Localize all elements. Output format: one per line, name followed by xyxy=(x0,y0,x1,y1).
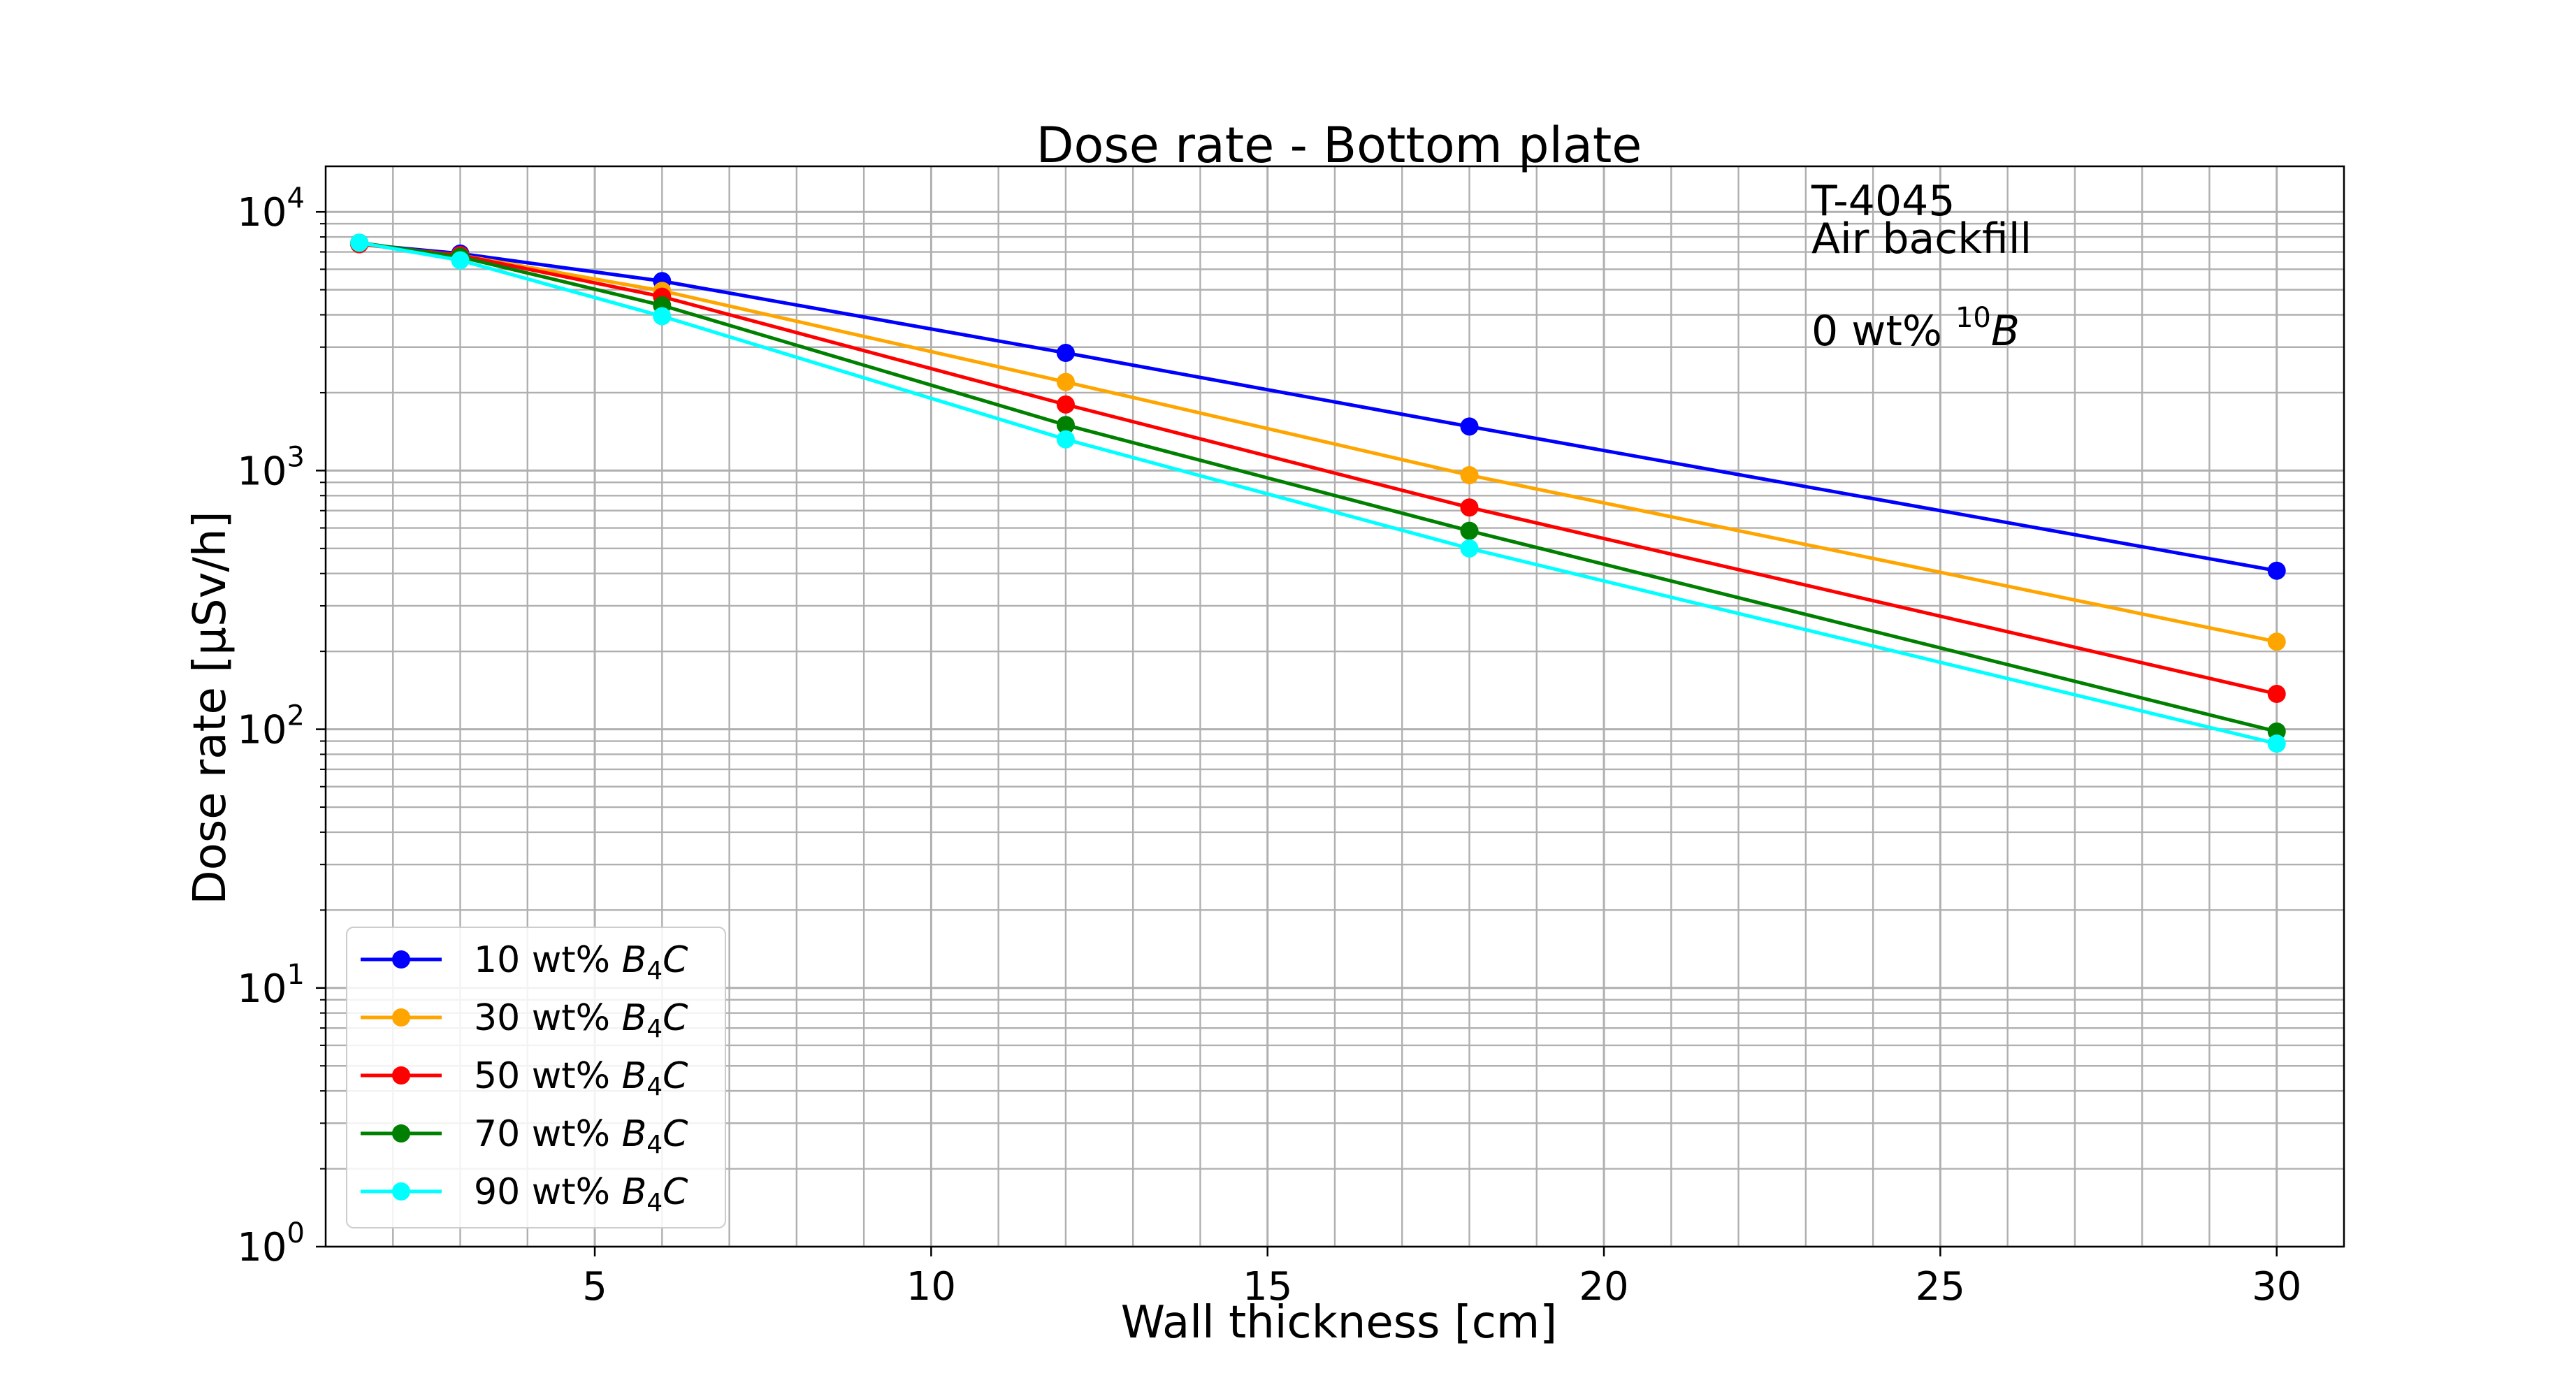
y-tick-label-exponent: 3 xyxy=(287,441,305,473)
x-axis-label: Wall thickness [cm] xyxy=(1121,1297,1557,1349)
x-tick-label: 5 xyxy=(582,1264,607,1310)
y-axis-label: Dose rate [μSv/h] xyxy=(184,511,236,904)
series-lines xyxy=(350,233,2286,753)
annotation-block: T-4045 Air backfill 0 wt% 10B xyxy=(1811,177,2032,356)
chart-title: Dose rate - Bottom plate xyxy=(1036,117,1642,174)
data-point xyxy=(2267,561,2286,580)
data-point xyxy=(1056,416,1075,435)
x-tick-label: 20 xyxy=(1579,1264,1628,1310)
legend-label-subscript: 4 xyxy=(646,1015,663,1043)
data-point xyxy=(1056,372,1075,391)
y-tick-label-exponent: 1 xyxy=(287,959,305,991)
legend-label-prefix: 30 wt% xyxy=(474,997,622,1039)
legend-marker xyxy=(392,1008,410,1027)
plot-area-frame xyxy=(324,165,2345,1248)
legend-label-subscript: 4 xyxy=(646,1189,663,1217)
data-point xyxy=(1056,395,1075,414)
legend-box xyxy=(346,927,726,1228)
x-tick-label: 30 xyxy=(2252,1264,2301,1310)
legend-label-b: B xyxy=(622,1055,647,1097)
legend-label: 50 wt% B4C xyxy=(474,1055,688,1101)
legend-marker xyxy=(392,1124,410,1143)
legend-label-b: B xyxy=(622,939,647,981)
data-point xyxy=(350,233,369,252)
legend-label: 70 wt% B4C xyxy=(474,1113,688,1159)
y-tick-label-base: 10 xyxy=(237,449,287,494)
x-tick-label: 10 xyxy=(906,1264,956,1310)
y-tick-label-base: 10 xyxy=(237,190,287,235)
data-point xyxy=(2267,684,2286,703)
y-tick-label-exponent: 0 xyxy=(287,1217,305,1249)
legend-label-c: C xyxy=(663,939,688,981)
x-tick-label: 15 xyxy=(1243,1264,1292,1310)
legend-label-c: C xyxy=(663,997,688,1039)
legend-marker xyxy=(392,950,410,969)
y-tick-label: 100 xyxy=(237,1217,305,1270)
series-line xyxy=(359,240,2278,746)
y-tick-label: 102 xyxy=(237,700,305,753)
annotation-line-3-prefix: 0 wt% xyxy=(1811,307,1955,356)
data-point xyxy=(653,307,672,326)
legend-label-subscript: 4 xyxy=(646,957,663,985)
legend-label-b: B xyxy=(622,1171,647,1213)
legend-label-b: B xyxy=(622,1113,647,1155)
legend-label-c: C xyxy=(663,1055,688,1097)
data-point xyxy=(1056,344,1075,363)
legend-label-prefix: 50 wt% xyxy=(474,1055,622,1097)
y-tick-label: 101 xyxy=(237,959,305,1012)
legend-label-prefix: 70 wt% xyxy=(474,1113,622,1155)
data-point xyxy=(451,251,470,270)
legend-label-c: C xyxy=(663,1171,688,1213)
legend-label-c: C xyxy=(663,1113,688,1155)
y-tick-label-base: 10 xyxy=(237,1225,287,1270)
y-tick-label: 103 xyxy=(237,441,305,494)
legend-label-prefix: 10 wt% xyxy=(474,939,622,981)
y-tick-label-exponent: 4 xyxy=(287,182,305,215)
annotation-line-3-superscript: 10 xyxy=(1955,302,1991,334)
x-tick-label: 25 xyxy=(1916,1264,1965,1310)
data-point xyxy=(1460,498,1479,517)
legend-marker xyxy=(392,1182,410,1201)
legend-label: 90 wt% B4C xyxy=(474,1171,688,1217)
y-tick-label-exponent: 2 xyxy=(287,700,305,732)
series-5 xyxy=(350,233,2286,753)
data-point xyxy=(1460,539,1479,558)
y-tick-label: 104 xyxy=(237,182,305,235)
legend-label-b: B xyxy=(622,997,647,1039)
data-point xyxy=(1460,465,1479,484)
annotation-line-1: T-4045 xyxy=(1811,177,1955,226)
y-tick-label-base: 10 xyxy=(237,708,287,753)
legend-label: 10 wt% B4C xyxy=(474,939,688,985)
annotation-line-3: 0 wt% 10B xyxy=(1811,302,2020,356)
data-point xyxy=(2267,734,2286,753)
y-tick-label-base: 10 xyxy=(237,966,287,1012)
data-point xyxy=(2267,632,2286,651)
legend-label-subscript: 4 xyxy=(646,1131,663,1159)
data-point xyxy=(1460,417,1479,436)
grid xyxy=(326,166,2344,1248)
series-line xyxy=(359,240,2278,734)
annotation-line-2: Air backfill xyxy=(1811,215,2032,263)
legend-label: 30 wt% B4C xyxy=(474,997,688,1043)
legend-marker xyxy=(392,1066,410,1085)
data-point xyxy=(1460,521,1479,540)
legend-label-subscript: 4 xyxy=(646,1073,663,1101)
annotation-line-3-symbol: B xyxy=(1991,307,2020,356)
data-point xyxy=(1056,430,1075,449)
legend-label-prefix: 90 wt% xyxy=(474,1171,622,1213)
